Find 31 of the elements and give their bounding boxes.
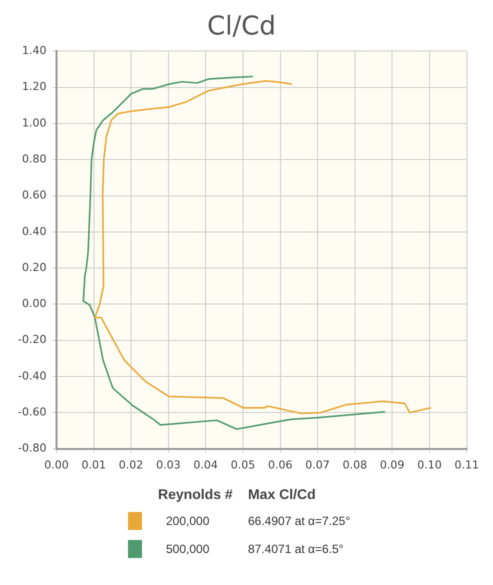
legend-label: 500,000 xyxy=(165,542,210,556)
legend-label: 200,000 xyxy=(165,514,210,528)
x-tick-label: 0.04 xyxy=(193,458,218,472)
text: Max Cl/Cd xyxy=(248,486,317,502)
y-tick-label: 0.00 xyxy=(22,297,46,310)
text: 87.4071 at α=6.5° xyxy=(248,542,344,556)
y-tick-label: 1.20 xyxy=(22,80,46,94)
y-tick-label: -0.80 xyxy=(18,442,46,455)
x-tick-label: 0.07 xyxy=(305,458,330,472)
x-tick-label: 0.00 xyxy=(44,458,69,472)
x-tick-label: 0.06 xyxy=(268,458,293,472)
x-tick-label: 0.05 xyxy=(230,458,256,472)
y-tick-label: 1.00 xyxy=(22,116,46,130)
text: 66.4907 at α=7.25° xyxy=(248,514,352,528)
y-tick-label: -0.60 xyxy=(18,406,46,419)
x-tick-label: 0.09 xyxy=(380,458,404,472)
y-tick-label: 0.80 xyxy=(22,152,46,166)
y-tick-label: 0.40 xyxy=(22,224,46,238)
x-tick-label: 0.02 xyxy=(118,458,144,472)
chart-title: Cl/Cd xyxy=(207,11,276,42)
y-tick-label: 0.20 xyxy=(22,260,46,274)
x-tick-label: 0.11 xyxy=(454,458,480,472)
y-tick-label: -0.20 xyxy=(18,333,46,346)
x-tick-label: 0.10 xyxy=(417,458,442,472)
x-tick-label: 0.08 xyxy=(342,458,368,472)
x-tick-label: 0.01 xyxy=(82,458,106,472)
y-tick-label: -0.40 xyxy=(18,369,46,382)
legend-title: Reynolds # xyxy=(158,486,234,502)
x-tick-label: 0.03 xyxy=(156,458,181,472)
y-tick-label: 1.40 xyxy=(22,44,46,58)
y-tick-label: 0.60 xyxy=(22,188,46,202)
